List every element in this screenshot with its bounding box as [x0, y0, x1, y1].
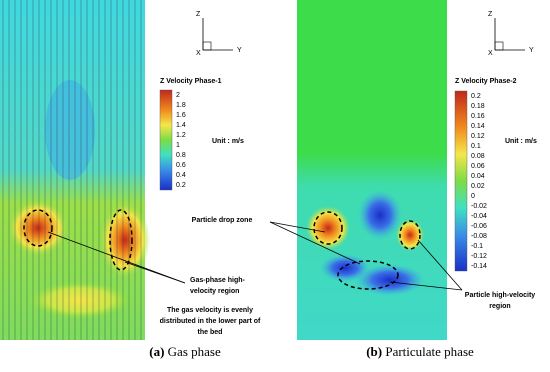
colorbar-tick-label: -0.1	[471, 243, 483, 250]
colorbar-tick-label: 1.8	[176, 102, 186, 109]
colorbar-tick-label: 0.2	[471, 93, 481, 100]
annotation: region	[489, 303, 510, 310]
colorbar-tick-label: 0.08	[471, 153, 485, 160]
colorbar-tick-label: 1.6	[176, 112, 186, 119]
caption-label: (b)	[366, 344, 382, 359]
colorbar-tick-label: 0.18	[471, 103, 485, 110]
annotation: Gas-phase high-	[190, 277, 246, 284]
axis-x-label: X	[196, 50, 201, 57]
colorbar-tick-label: 0.6	[176, 162, 186, 169]
caption: (b) Particulate phase	[366, 344, 474, 359]
colorbar-tick-label: 0.14	[471, 123, 485, 130]
axis-y-label: Y	[529, 47, 534, 54]
colorbar-tick-label: 1.4	[176, 122, 186, 129]
unit-label: Unit : m/s	[212, 138, 244, 145]
annotation: Particle high-velocity	[465, 292, 536, 299]
colorbar-tick-label: -0.14	[471, 263, 487, 270]
colorbar-tick-label: 0.04	[471, 173, 485, 180]
gas-field	[0, 0, 150, 340]
colorbar-tick-label: 1.2	[176, 132, 186, 139]
axis-box	[494, 41, 504, 51]
axis-z-label: Z	[196, 11, 201, 18]
colorbar-tick-label: 0.8	[176, 152, 186, 159]
caption-label: (a)	[149, 344, 164, 359]
colorbar-tick-label: 0.16	[471, 113, 485, 120]
annotation: distributed in the lower part of	[160, 318, 261, 325]
colorbar-tick-label: 0.02	[471, 183, 485, 190]
colorbar-tick-label: -0.02	[471, 203, 487, 210]
colorbar-tick-label: -0.04	[471, 213, 487, 220]
colorbar-tick-label: 0.2	[176, 182, 186, 189]
annotation: Particle drop zone	[192, 217, 253, 224]
colorbar-tick-label: 1	[176, 142, 180, 149]
colorbar	[454, 90, 468, 272]
colorbar-tick-label: -0.12	[471, 253, 487, 260]
annotation: the bed	[198, 329, 223, 336]
caption-text: Particulate phase	[385, 344, 474, 359]
colorbar-tick-label: 0	[471, 193, 475, 200]
axis-x-label: X	[488, 50, 493, 57]
colorbar-title: Z Velocity Phase-2	[455, 78, 517, 85]
unit-label: Unit : m/s	[505, 138, 537, 145]
colorbar-title: Z Velocity Phase-1	[160, 78, 222, 85]
annotation: The gas velocity is evenly	[167, 307, 253, 314]
colorbar-tick-label: 0.12	[471, 133, 485, 140]
annotation: velocity region	[190, 288, 239, 295]
colorbar-tick-label: 0.1	[471, 143, 481, 150]
axis-y-label: Y	[237, 47, 242, 54]
caption: (a) Gas phase	[149, 344, 221, 359]
particle-field	[297, 0, 447, 340]
colorbar-tick-label: 0.4	[176, 172, 186, 179]
colorbar	[159, 89, 173, 191]
caption-text: Gas phase	[168, 344, 221, 359]
colorbar-tick-label: 2	[176, 92, 180, 99]
colorbar-tick-label: -0.06	[471, 223, 487, 230]
axis-z-label: Z	[488, 11, 493, 18]
leader-lines	[47, 221, 463, 291]
colorbar-tick-label: 0.06	[471, 163, 485, 170]
axis-box	[202, 41, 212, 51]
colorbar-tick-label: -0.08	[471, 233, 487, 240]
